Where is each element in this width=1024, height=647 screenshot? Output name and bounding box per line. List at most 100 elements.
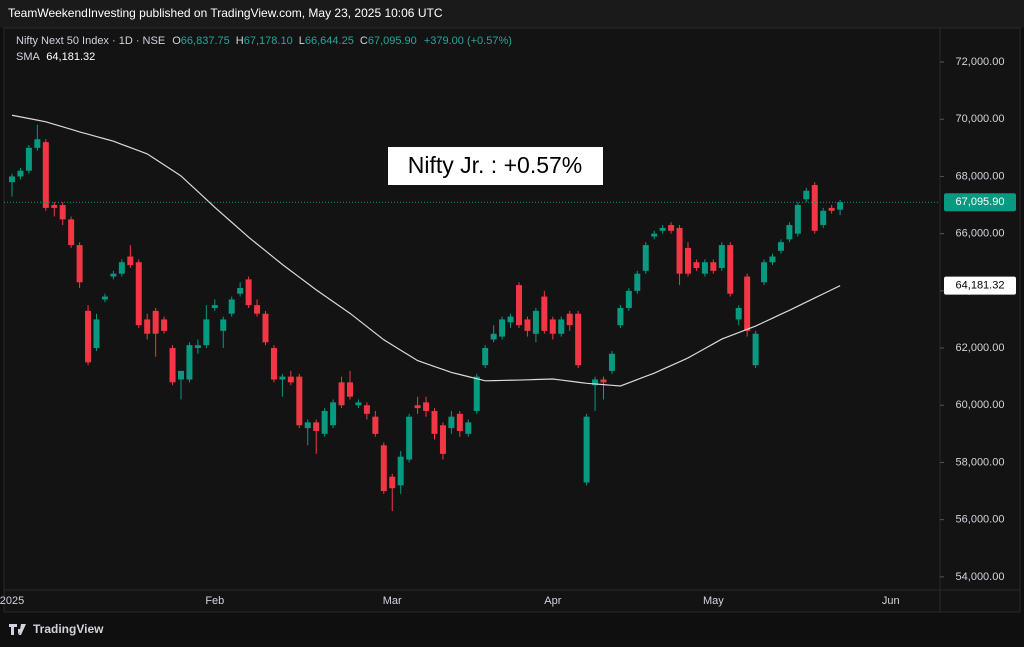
- candle-body: [465, 422, 472, 434]
- candle-body: [363, 405, 370, 414]
- candle-body: [397, 456, 404, 486]
- candle-body: [456, 413, 463, 431]
- y-tick-label: 62,000.00: [956, 342, 1005, 354]
- x-tick-label: Jun: [882, 595, 900, 607]
- candle-body: [34, 139, 41, 148]
- last-price-badge: [944, 193, 1016, 212]
- candle-body: [651, 233, 658, 237]
- ohlc-value: 66,837.75: [181, 35, 230, 47]
- candle-body: [727, 245, 734, 294]
- annotation-box: [388, 147, 603, 185]
- candle-body: [448, 416, 455, 429]
- sma-value: 64,181.32: [46, 51, 95, 63]
- y-tick-label: 70,000.00: [956, 113, 1005, 125]
- candle-body: [828, 207, 835, 211]
- candle-body: [592, 379, 599, 386]
- sma-badge: [944, 276, 1016, 295]
- candle-body: [245, 279, 252, 306]
- ohlc-value: 66,644.25: [305, 35, 354, 47]
- x-tick-label: Apr: [544, 595, 561, 607]
- candle-body: [101, 296, 108, 300]
- candle-body: [642, 245, 649, 271]
- ohlc-value: 67,178.10: [244, 35, 293, 47]
- candle-body: [668, 225, 675, 231]
- y-tick-label: 56,000.00: [956, 514, 1005, 526]
- candle-body: [85, 310, 92, 363]
- logo-icon: [9, 624, 26, 635]
- candle-body: [600, 379, 607, 383]
- candle-body: [304, 422, 311, 429]
- candle-body: [152, 310, 159, 334]
- ohlc-key: O: [172, 35, 181, 47]
- legend-line: Nifty Next 50 Index · 1D · NSE O66,837.7…: [16, 35, 512, 47]
- candle-body: [203, 319, 210, 346]
- candle-body: [499, 319, 506, 337]
- last-price-label: 67,095.90: [956, 196, 1005, 208]
- candle-body: [161, 319, 168, 331]
- candle-body: [811, 185, 818, 231]
- candle-body: [59, 205, 66, 220]
- candle-body: [735, 307, 742, 320]
- x-tick-label: Mar: [383, 595, 402, 607]
- candle-body: [473, 376, 480, 411]
- candle-body: [135, 262, 142, 326]
- y-tick-label: 68,000.00: [956, 170, 1005, 182]
- candle-body: [42, 142, 49, 208]
- sma-name: SMA: [16, 51, 41, 63]
- sma-badge-label: 64,181.32: [956, 280, 1005, 292]
- candle-body: [178, 370, 184, 380]
- candle-body: [406, 416, 413, 460]
- candle-body: [744, 276, 751, 331]
- candle-body: [127, 256, 134, 266]
- candle-body: [93, 319, 100, 349]
- candle-body: [296, 376, 303, 426]
- candle-body: [220, 319, 227, 331]
- candle-body: [659, 227, 666, 231]
- candle-body: [347, 382, 353, 397]
- candle-body: [228, 299, 235, 314]
- candle-body: [414, 405, 421, 409]
- candle-body: [803, 190, 810, 200]
- candle-body: [617, 307, 624, 326]
- candle-body: [575, 313, 582, 366]
- candle-body: [321, 410, 328, 434]
- footer-logo: TradingView: [9, 622, 104, 636]
- candle-body: [490, 333, 497, 340]
- candle-body: [769, 256, 776, 263]
- candle-body: [118, 262, 125, 274]
- candle-body: [701, 262, 708, 274]
- candle-body: [169, 348, 176, 383]
- candle-body: [372, 416, 379, 434]
- candle-body: [794, 205, 801, 234]
- candle-body: [558, 319, 565, 334]
- candle-body: [837, 202, 844, 210]
- candle-body: [541, 296, 548, 331]
- brand: TradingView: [33, 622, 104, 636]
- candle-body: [532, 310, 539, 334]
- candle-body: [752, 333, 759, 366]
- candle-body: [287, 376, 294, 383]
- ohlc-key: L: [299, 35, 305, 47]
- candle-body: [820, 210, 827, 226]
- ohlc-key: C: [360, 35, 368, 47]
- candle-body: [718, 245, 725, 268]
- candle-body: [676, 227, 683, 274]
- candle-body: [685, 247, 691, 274]
- candle-body: [9, 176, 15, 183]
- candle-body: [270, 348, 277, 380]
- y-tick-label: 60,000.00: [956, 399, 1005, 411]
- candle-body: [110, 273, 117, 277]
- candle-body: [549, 319, 556, 334]
- candle-body: [330, 402, 337, 426]
- candle-body: [439, 425, 446, 454]
- candle-body: [786, 225, 793, 240]
- candle-body: [76, 245, 83, 283]
- candle-body: [693, 262, 700, 268]
- candle-body: [634, 273, 641, 291]
- candle-body: [625, 290, 632, 308]
- candle-body: [194, 345, 201, 349]
- candle-body: [338, 382, 345, 406]
- candle-body: [431, 410, 438, 434]
